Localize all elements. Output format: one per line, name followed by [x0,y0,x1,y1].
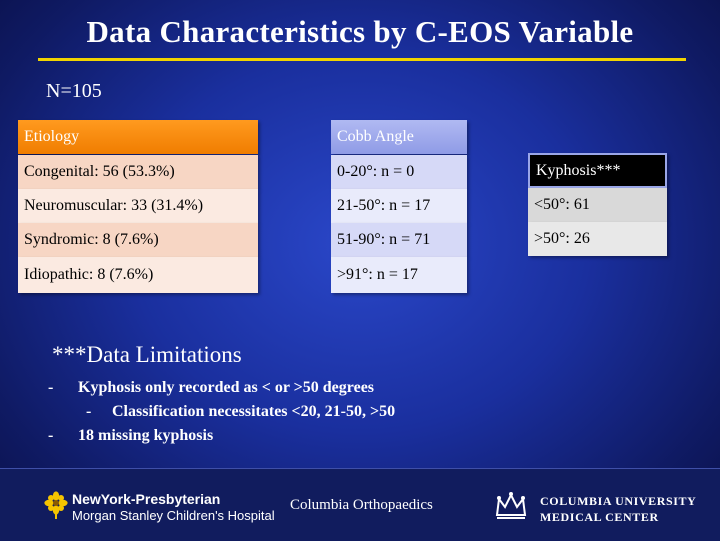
nyp-logo-text: NewYork-Presbyterian Morgan Stanley Chil… [72,491,275,523]
footer-bar: NewYork-Presbyterian Morgan Stanley Chil… [0,468,720,541]
cumc-logo-text: Columbia University Medical Center [540,493,696,525]
cobb-row: 21-50°: n = 17 [331,189,467,223]
cobb-row: 0-20°: n = 0 [331,155,467,189]
etiology-row: Neuromuscular: 33 (31.4%) [18,189,258,223]
etiology-row: Congenital: 56 (53.3%) [18,155,258,189]
bullet-dash: - [48,379,54,396]
cobb-header: Cobb Angle [331,120,467,154]
crown-icon [494,491,528,526]
kyphosis-header: Kyphosis*** [528,153,667,188]
title-underline [38,58,686,61]
nyp-subname: Morgan Stanley Children's Hospital [72,508,275,523]
sample-size: N=105 [46,80,102,102]
limitation-text: 18 missing kyphosis [78,427,214,444]
cumc-subname: Medical Center [540,510,659,524]
limitations-title: ***Data Limitations [52,342,242,367]
slide-title: Data Characteristics by C-EOS Variable [86,14,634,49]
columbia-orthopaedics: Columbia Orthopaedics [290,497,433,513]
limitation-text: Kyphosis only recorded as < or >50 degre… [78,379,375,396]
kyphosis-row: <50°: 61 [528,188,667,222]
bullet-dash: - [86,403,92,420]
limitation-text: Classification necessitates <20, 21-50, … [112,403,396,420]
nyp-name: NewYork-Presbyterian [72,491,221,507]
cumc-name: Columbia University [540,494,697,508]
etiology-row: Idiopathic: 8 (7.6%) [18,257,258,293]
cobb-row: >91°: n = 17 [331,257,467,293]
kyphosis-row: >50°: 26 [528,222,667,256]
bullet-dash: - [48,427,54,444]
cobb-row: 51-90°: n = 71 [331,223,467,257]
etiology-header: Etiology [18,120,258,154]
flower-icon [44,491,68,524]
etiology-row: Syndromic: 8 (7.6%) [18,223,258,257]
